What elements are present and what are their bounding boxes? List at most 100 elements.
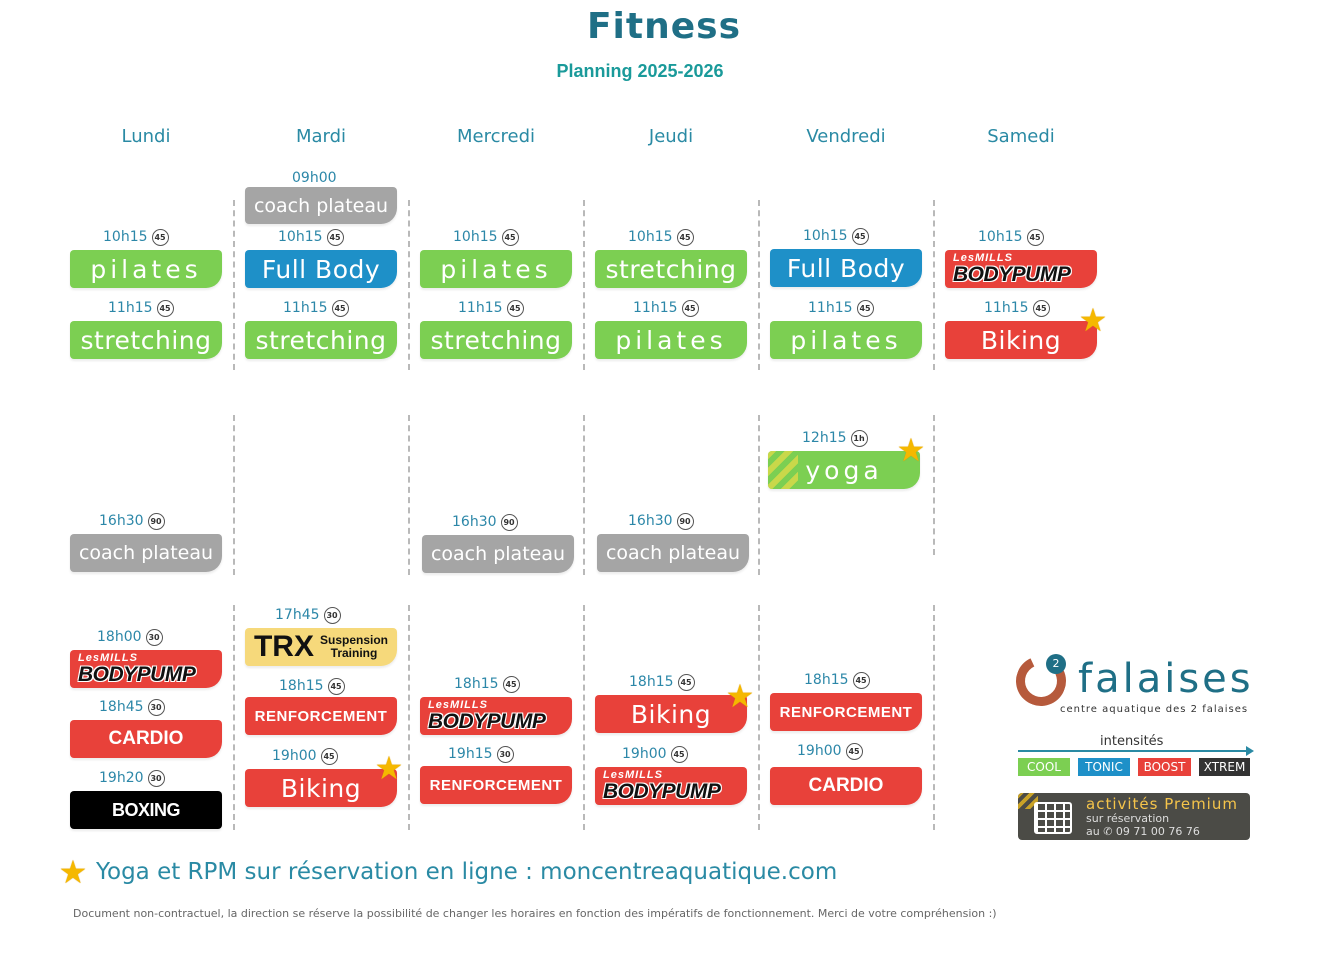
duration-icon: 45 [151,228,169,246]
duration-icon: 30 [147,769,165,787]
class-biking[interactable]: Biking [595,695,747,733]
duration-icon: 45 [677,673,695,691]
class-pilates[interactable]: pilates [595,321,747,359]
class-renforcement[interactable]: RENFORCEMENT [245,697,397,735]
class-trx[interactable]: TRX Suspension Training [245,628,397,666]
class-coach-plateau[interactable]: coach plateau [245,187,397,224]
class-label: stretching [255,325,387,355]
class-renforcement[interactable]: RENFORCEMENT [770,693,922,731]
duration-icon: 45 [156,299,174,317]
class-pilates[interactable]: pilates [770,321,922,359]
duration-icon: 45 [670,745,688,763]
class-stretching[interactable]: stretching [245,321,397,359]
class-coach-plateau[interactable]: coach plateau [422,535,574,573]
class-coach-plateau[interactable]: coach plateau [70,534,222,572]
time-label: 16h30 [99,513,144,529]
premium-banner: activités Premium sur réservation au ✆ 0… [1018,793,1250,840]
premium-phone: au ✆ 09 71 00 76 76 [1086,825,1200,838]
session-time: 11h15 45 [984,299,1050,317]
column-divider [408,200,410,370]
class-pilates[interactable]: pilates [420,250,572,288]
class-full-body[interactable]: Full Body [770,249,922,287]
duration-icon: 45 [1026,228,1044,246]
session-time: 19h15 30 [448,745,514,763]
time-label: 18h15 [629,674,674,690]
class-cardio[interactable]: CARDIO [770,767,922,805]
duration-icon: 45 [502,675,520,693]
class-stretching[interactable]: stretching [595,250,747,288]
intensity-xtrem: XTREM [1199,758,1250,776]
session-time: 10h15 45 [278,228,344,246]
class-bodypump[interactable]: LesMILLS BODYPUMP [420,697,572,735]
class-biking[interactable]: Biking [245,769,397,807]
class-label: stretching [80,325,212,355]
session-time: 19h20 30 [99,769,165,787]
class-bodypump[interactable]: LesMILLS BODYPUMP [70,650,222,688]
class-label: coach plateau [78,542,214,564]
time-label: 10h15 [803,228,848,244]
time-label: 12h15 [802,430,847,446]
class-label: Full Body [786,253,906,283]
column-divider [933,200,935,370]
time-label: 18h00 [97,629,142,645]
session-time: 09h00 [292,169,337,187]
column-divider [758,200,760,370]
session-time: 11h15 45 [283,299,349,317]
duration-icon: 45 [501,228,519,246]
column-divider [933,415,935,555]
class-bodypump[interactable]: LesMILLS BODYPUMP [945,250,1097,288]
class-label: coach plateau [253,194,389,217]
intensity-arrow-icon [1018,746,1254,756]
class-cardio[interactable]: CARDIO [70,720,222,758]
class-label: RENFORCEMENT [429,776,563,794]
duration-icon: 90 [676,512,694,530]
session-time: 19h00 45 [797,742,863,760]
time-label: 10h15 [103,229,148,245]
class-stretching[interactable]: stretching [420,321,572,359]
class-yoga[interactable]: yoga [768,451,920,489]
class-renforcement[interactable]: RENFORCEMENT [420,766,572,804]
class-label: yoga [805,455,883,485]
column-divider [933,605,935,830]
calendar-icon [1034,802,1072,834]
class-label: BOXING [111,799,181,820]
duration-icon: 45 [676,228,694,246]
class-label: CARDIO [108,728,184,749]
class-biking[interactable]: Biking [945,321,1097,359]
time-label: 18h15 [454,676,499,692]
class-boxing[interactable]: BOXING [70,791,222,829]
duration-icon: 45 [851,227,869,245]
session-time: 16h30 90 [452,513,518,531]
disclaimer: Document non-contractuel, la direction s… [73,907,997,920]
time-label: 09h00 [292,170,337,186]
day-header-vendredi: Vendredi [806,126,886,147]
star-icon: ★ [725,677,755,715]
class-coach-plateau[interactable]: coach plateau [597,534,749,572]
trx-subtitle-line2: Training [330,646,378,660]
lesmills-logo-text: LesMILLS [953,252,1013,264]
session-time: 19h00 45 [272,747,338,765]
class-pilates[interactable]: pilates [70,250,222,288]
logo-badge: 2 [1046,654,1066,674]
premium-stripe [768,451,798,489]
duration-icon: 45 [856,299,874,317]
class-full-body[interactable]: Full Body [245,250,397,288]
session-time: 12h15 1h [802,429,868,447]
day-header-samedi: Samedi [987,126,1055,147]
class-stretching[interactable]: stretching [70,321,222,359]
intensity-cool: COOL [1018,758,1070,776]
lesmills-logo-text: LesMILLS [78,652,138,664]
class-label: BODYPUMP [953,263,1071,286]
session-time: 18h45 30 [99,698,165,716]
class-label: RENFORCEMENT [254,707,388,725]
star-icon: ★ [58,853,88,891]
time-label: 11h15 [984,300,1029,316]
duration-icon: 45 [326,228,344,246]
column-divider [583,200,585,370]
brand-logo: 2 falaises centre aquatique des 2 falais… [1008,648,1256,722]
logo-tagline: centre aquatique des 2 falaises [1060,704,1249,715]
day-header-jeudi: Jeudi [648,126,694,147]
class-bodypump[interactable]: LesMILLS BODYPUMP [595,767,747,805]
duration-icon: 45 [845,742,863,760]
column-divider [233,605,235,830]
